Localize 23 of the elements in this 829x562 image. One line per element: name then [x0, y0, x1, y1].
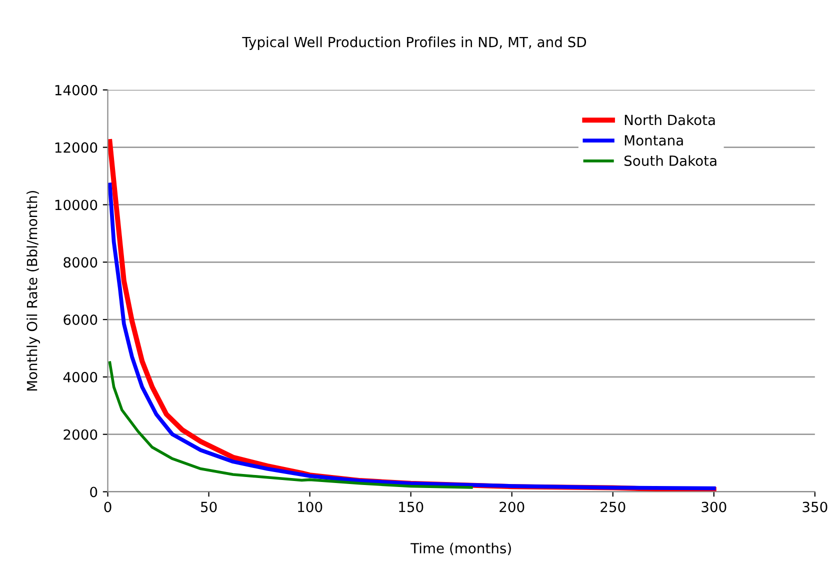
x-tick-label: 300 — [702, 502, 726, 512]
y-tick-label: 10000 — [55, 200, 98, 210]
x-tick-label: 150 — [399, 502, 424, 512]
y-tick-label: 8000 — [64, 257, 98, 268]
x-tick-label: 250 — [600, 502, 626, 512]
x-tick-label: 0 — [104, 502, 112, 512]
y-tick-label: 0 — [90, 486, 98, 498]
x-tick-label: 200 — [500, 502, 524, 512]
x-axis-title: Time (months) — [410, 542, 511, 556]
x-tick-label: 100 — [298, 502, 322, 512]
y-tick-label: 4000 — [63, 372, 98, 382]
y-tick-label: 6000 — [64, 314, 98, 326]
legend-label: Montana — [624, 135, 683, 146]
line-series — [108, 361, 473, 489]
y-tick-label: 14000 — [55, 84, 98, 96]
chart-title: Typical Well Production Profiles in ND, MT, and SD — [242, 36, 586, 50]
legend-label: South Dakota — [624, 155, 716, 166]
y-axis-title: Monthly Oil Rate (Bbl/month) — [26, 190, 40, 391]
x-tick-label: 350 — [802, 502, 828, 512]
y-tick-label: 2000 — [64, 429, 98, 440]
legend-label: North Dakota — [624, 114, 715, 126]
x-tick-label: 50 — [201, 502, 217, 512]
y-tick-label: 12000 — [55, 142, 98, 153]
